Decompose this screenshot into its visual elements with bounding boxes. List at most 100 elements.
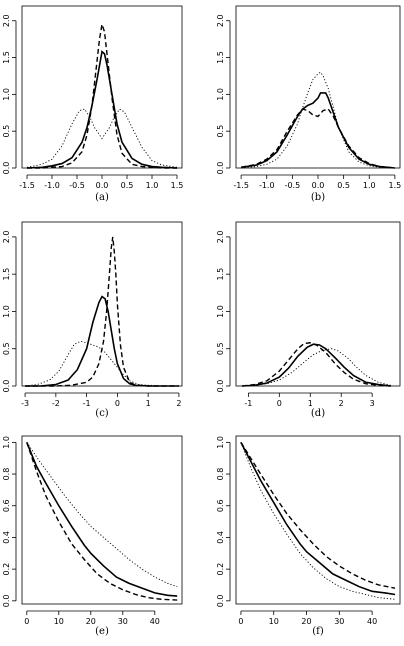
y-tick-label: 1.0 xyxy=(2,305,11,318)
y-tick-label: 1.0 xyxy=(216,436,225,449)
panel-caption: (c) xyxy=(95,408,109,419)
x-tick-label: -1 xyxy=(244,399,252,408)
x-tick-label: -3 xyxy=(21,399,29,408)
x-tick-label: 1 xyxy=(308,399,313,408)
y-tick-label: 2.0 xyxy=(2,14,11,27)
series-line-dashed xyxy=(27,24,177,169)
x-tick-label: 1.5 xyxy=(389,181,402,190)
y-tick-label: 0.0 xyxy=(216,594,225,607)
x-tick-label: -1.0 xyxy=(44,181,60,190)
series-line-solid xyxy=(241,92,395,169)
plot-frame xyxy=(21,435,183,605)
panel-caption: (a) xyxy=(95,192,109,203)
y-tick-label: 2.0 xyxy=(2,231,11,244)
y-tick-label: 1.5 xyxy=(216,268,225,281)
y-tick-label: 0.2 xyxy=(2,563,11,576)
series-line-solid xyxy=(25,295,179,387)
x-tick-label: 0.0 xyxy=(312,181,325,190)
y-tick-label: 0.0 xyxy=(216,380,225,393)
series-line-dotted xyxy=(26,108,178,168)
series-line-dotted xyxy=(26,442,178,587)
x-tick-label: 0 xyxy=(277,399,282,408)
panel-b: -1.5 -1.0 -0.5 0.0 0.5 1.0 1.5 0.0 0.5 1.0 1.5 2.0 (… xyxy=(216,5,402,203)
series-line-dashed xyxy=(240,108,395,169)
x-tick-label: -1 xyxy=(83,399,91,408)
panel-caption: (b) xyxy=(311,192,325,203)
y-tick-label: 0.6 xyxy=(2,499,11,512)
plot-frame xyxy=(235,5,401,169)
panel-e: 0 10 20 30 40 0.0 0.2 0.4 0.6 0.8 1.0 (e) xyxy=(2,435,183,637)
x-tick-label: 2 xyxy=(339,399,344,408)
y-tick-label: 1.5 xyxy=(2,268,11,281)
x-tick-label: 0 xyxy=(115,399,120,408)
y-tick-label: 1.0 xyxy=(216,88,225,101)
y-tick-label: 0.0 xyxy=(2,594,11,607)
y-tick-label: 1.5 xyxy=(216,51,225,64)
x-tick-label: 3 xyxy=(370,399,375,408)
x-tick-label: 0.0 xyxy=(96,181,109,190)
plot-frame xyxy=(235,435,401,605)
series-line-dashed xyxy=(242,342,391,387)
x-tick-label: 1 xyxy=(146,399,151,408)
x-tick-label: 20 xyxy=(301,617,311,626)
x-tick-label: -1.5 xyxy=(19,181,35,190)
series-line-solid xyxy=(26,50,178,169)
series-line-dotted xyxy=(240,442,396,600)
x-tick-label: -1.5 xyxy=(233,181,249,190)
x-tick-label: -2 xyxy=(52,399,60,408)
x-tick-label: 40 xyxy=(150,617,160,626)
x-tick-label: -0.5 xyxy=(69,181,85,190)
x-tick-label: 1.5 xyxy=(171,181,184,190)
y-tick-label: 0.5 xyxy=(2,342,11,355)
x-tick-label: 1.0 xyxy=(363,181,376,190)
x-tick-label: -1.0 xyxy=(259,181,275,190)
x-tick-label: 30 xyxy=(118,617,128,626)
series-line-dashed xyxy=(240,441,396,589)
series-line-solid xyxy=(242,343,391,387)
y-tick-label: 0.4 xyxy=(216,531,225,544)
series-line-dashed xyxy=(26,442,178,601)
plot-frame xyxy=(235,221,401,387)
y-tick-label: 0.0 xyxy=(216,162,225,175)
y-tick-label: 0.5 xyxy=(2,125,11,138)
plot-frame xyxy=(21,5,183,169)
y-tick-label: 2.0 xyxy=(216,231,225,244)
y-tick-label: 1.0 xyxy=(216,305,225,318)
panel-c: -3 -2 -1 0 1 2 0.0 0.5 1.0 1.5 2.0 (c) xyxy=(2,221,183,419)
x-tick-label: 10 xyxy=(54,617,64,626)
y-tick-label: 0.5 xyxy=(216,125,225,138)
y-tick-label: 1.5 xyxy=(2,51,11,64)
x-tick-label: 0 xyxy=(24,617,29,626)
y-tick-label: 0.8 xyxy=(216,468,225,481)
x-tick-label: 0.5 xyxy=(121,181,134,190)
panel-a: -1.5 -1.0 -0.5 0.0 0.5 1.0 1.5 0.0 0.5 1.0 1.5 2.0 (… xyxy=(2,5,184,203)
y-tick-label: 2.0 xyxy=(216,14,225,27)
x-tick-label: 0.5 xyxy=(337,181,350,190)
plot-frame xyxy=(21,221,183,387)
y-tick-label: 0.0 xyxy=(2,380,11,393)
y-tick-label: 0.4 xyxy=(2,531,11,544)
series-line-dashed xyxy=(25,236,179,387)
y-tick-label: 0.2 xyxy=(216,563,225,576)
panel-f: 0 10 20 30 40 0.0 0.2 0.4 0.6 0.8 1.0 (f) xyxy=(216,435,401,637)
y-tick-label: 0.8 xyxy=(2,468,11,481)
x-tick-label: 1.0 xyxy=(146,181,159,190)
x-tick-label: 30 xyxy=(334,617,344,626)
series-line-solid xyxy=(26,442,178,597)
panel-caption: (e) xyxy=(95,626,109,637)
y-tick-label: 0.5 xyxy=(216,342,225,355)
y-tick-label: 1.0 xyxy=(2,436,11,449)
panel-caption: (f) xyxy=(312,626,324,637)
series-line-dotted xyxy=(242,348,391,387)
panel-caption: (d) xyxy=(311,408,325,419)
x-tick-label: 10 xyxy=(269,617,279,626)
x-tick-label: -0.5 xyxy=(285,181,301,190)
x-tick-label: 20 xyxy=(86,617,96,626)
x-tick-label: 40 xyxy=(367,617,377,626)
panel-d: -1 0 1 2 3 0.0 0.5 1.0 1.5 2.0 (d) xyxy=(216,221,401,419)
y-tick-label: 0.0 xyxy=(2,162,11,175)
y-tick-label: 0.6 xyxy=(216,499,225,512)
series-line-dotted xyxy=(241,71,395,169)
y-tick-label: 1.0 xyxy=(2,88,11,101)
